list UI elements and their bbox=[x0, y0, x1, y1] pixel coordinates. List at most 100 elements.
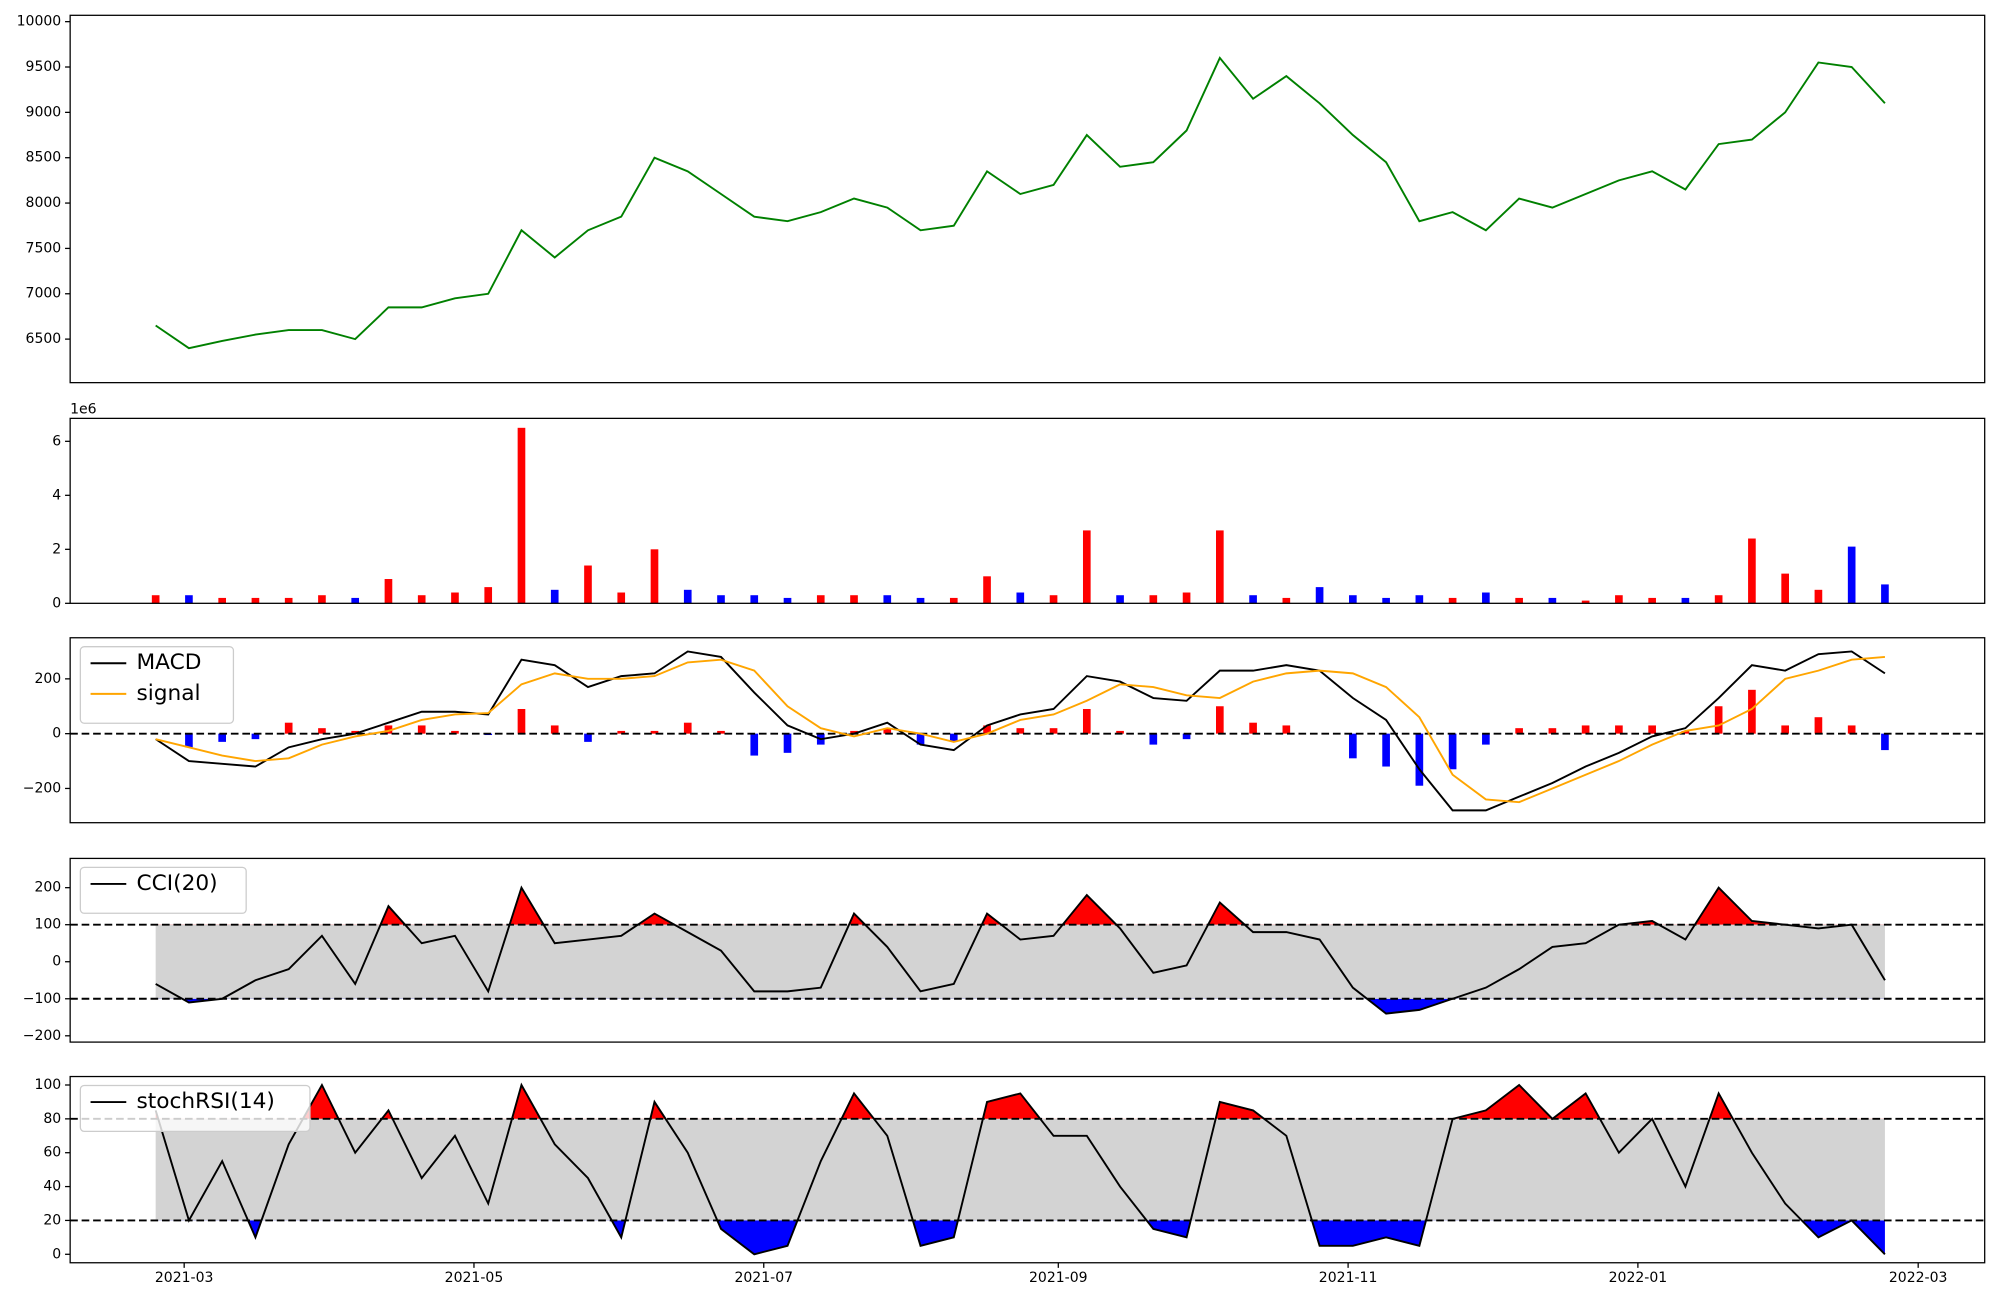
bar bbox=[750, 595, 759, 604]
legend-box bbox=[79, 866, 247, 914]
y-tick-label: 0 bbox=[52, 954, 61, 970]
y-tick-label: 9000 bbox=[26, 104, 62, 120]
y-tick-label: 200 bbox=[34, 880, 61, 896]
bar bbox=[683, 589, 692, 604]
legend: MACD signal bbox=[79, 646, 235, 724]
bar bbox=[1149, 595, 1158, 604]
bar bbox=[251, 597, 260, 604]
bar bbox=[1781, 725, 1789, 734]
bar bbox=[1016, 592, 1025, 604]
panel: −200 0 200 MACD signal bbox=[23, 637, 1986, 824]
bar bbox=[1881, 584, 1889, 604]
y-offset-label: 1e6 bbox=[70, 401, 97, 417]
y-tick-label: 7500 bbox=[26, 240, 62, 256]
bar bbox=[151, 595, 160, 604]
bar bbox=[1182, 733, 1191, 740]
y-tick-label: 200 bbox=[34, 671, 61, 687]
above-fill bbox=[155, 1084, 1733, 1119]
y-tick-label: 100 bbox=[34, 1077, 61, 1093]
y-tick-label: 40 bbox=[43, 1179, 61, 1195]
bar bbox=[251, 733, 260, 740]
y-tick-label: 80 bbox=[43, 1111, 61, 1127]
bar bbox=[318, 728, 326, 734]
y-tick-label: 0 bbox=[52, 1246, 61, 1262]
bar bbox=[1681, 730, 1690, 734]
bar bbox=[1581, 600, 1590, 604]
y-tick-label: 100 bbox=[34, 917, 61, 933]
bar bbox=[1581, 725, 1590, 734]
y-tick-label: 0 bbox=[52, 595, 61, 611]
bar bbox=[617, 730, 626, 734]
bar bbox=[650, 730, 659, 734]
y-tick-label: −100 bbox=[23, 991, 62, 1007]
bar bbox=[1116, 730, 1124, 734]
above-fill bbox=[380, 887, 1786, 925]
panel: 0 20 40 60 80 100 stochRSI(14) 2021-03 2021-05 20… bbox=[34, 1075, 1986, 1286]
panel: 0 2 4 6 1e6 bbox=[52, 401, 1986, 611]
bar bbox=[1515, 728, 1523, 734]
y-tick-label: 7000 bbox=[26, 286, 62, 302]
bar bbox=[916, 733, 925, 745]
bar bbox=[1515, 597, 1523, 604]
bar bbox=[384, 579, 393, 604]
legend-label: MACD bbox=[136, 650, 201, 675]
x-tick-label: 2022-01 bbox=[1609, 1270, 1668, 1286]
y-tick-label: 60 bbox=[43, 1145, 61, 1161]
bar bbox=[1415, 595, 1424, 604]
bar bbox=[1349, 733, 1357, 759]
bar bbox=[1082, 530, 1091, 604]
bar bbox=[451, 730, 459, 734]
x-tick-label: 2021-03 bbox=[155, 1270, 214, 1286]
bar bbox=[1748, 689, 1756, 734]
legend-label: CCI(20) bbox=[136, 871, 217, 896]
y-tick-label: −200 bbox=[23, 780, 62, 796]
legend: stochRSI(14) bbox=[79, 1084, 311, 1133]
y-tick-label: 8500 bbox=[26, 150, 62, 166]
bar bbox=[1615, 725, 1623, 734]
bar bbox=[550, 589, 559, 604]
bar bbox=[384, 725, 393, 734]
panel: 6500 7000 7500 8000 8500 9000 9500 10000 bbox=[17, 14, 1986, 384]
x-tick-label: 2021-07 bbox=[734, 1270, 793, 1286]
bar bbox=[1548, 728, 1557, 734]
bar bbox=[1216, 706, 1224, 734]
bar bbox=[1049, 595, 1058, 604]
bar bbox=[1182, 592, 1191, 604]
bar bbox=[650, 549, 659, 604]
bar bbox=[983, 725, 991, 734]
bar bbox=[1482, 592, 1490, 604]
y-tick-label: −200 bbox=[23, 1028, 62, 1044]
y-tick-label: 4 bbox=[52, 487, 61, 503]
bar bbox=[750, 733, 759, 756]
bar bbox=[1714, 595, 1723, 604]
bar bbox=[717, 595, 725, 604]
bar bbox=[1847, 725, 1856, 734]
plot-frame bbox=[69, 857, 1986, 1043]
series-line bbox=[154, 1082, 1886, 1256]
legend-box bbox=[79, 646, 235, 724]
bar bbox=[218, 597, 227, 604]
bar bbox=[218, 733, 227, 742]
x-tick-label: 2022-03 bbox=[1889, 1270, 1948, 1286]
bar bbox=[1082, 708, 1091, 734]
series-line bbox=[155, 650, 1886, 812]
bar bbox=[717, 730, 725, 734]
legend-label: stochRSI(14) bbox=[136, 1089, 274, 1114]
bar bbox=[1781, 573, 1789, 604]
y-tick-label: 8000 bbox=[26, 195, 62, 211]
y-tick-label: 2 bbox=[52, 541, 61, 557]
bar bbox=[1448, 597, 1457, 604]
y-tick-label: 20 bbox=[43, 1212, 61, 1228]
bar bbox=[1249, 722, 1257, 734]
bar bbox=[816, 595, 825, 604]
plot-frame bbox=[69, 1075, 1986, 1264]
bar bbox=[550, 725, 559, 734]
y-tick-label: 10000 bbox=[17, 14, 62, 30]
bar bbox=[185, 595, 193, 604]
bar bbox=[417, 595, 426, 604]
bar bbox=[1315, 587, 1324, 604]
bar bbox=[783, 733, 792, 753]
bar bbox=[1216, 530, 1224, 604]
bar bbox=[1548, 597, 1557, 604]
